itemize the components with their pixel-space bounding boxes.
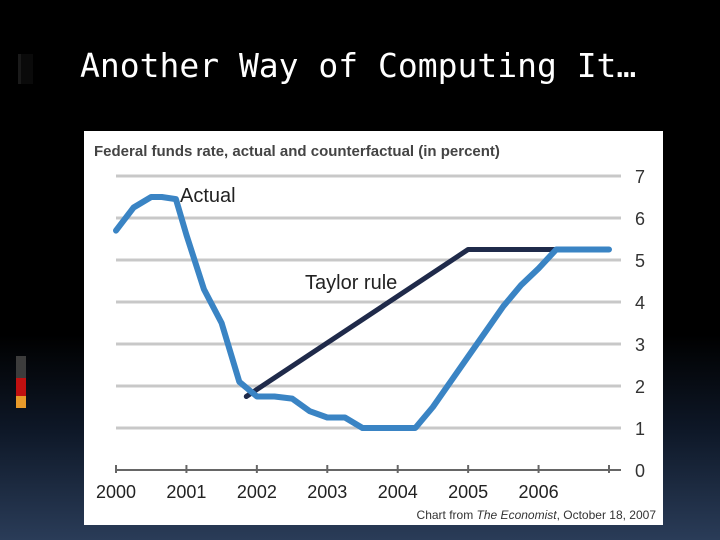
side-accent-bar-dark — [16, 356, 26, 378]
series-label-actual: Actual — [180, 185, 236, 207]
series-line-taylor-rule — [243, 247, 612, 399]
x-tick-label-2001: 2001 — [166, 482, 206, 502]
x-tick-label-2000: 2000 — [96, 482, 136, 502]
x-tick-label-2006: 2006 — [519, 482, 559, 502]
source-note: Chart from The Economist, October 18, 20… — [417, 508, 657, 522]
y-tick-label-6: 6 — [635, 209, 645, 229]
y-tick-label-7: 7 — [635, 167, 645, 187]
x-tick-label-2004: 2004 — [378, 482, 418, 502]
series-line-actual — [113, 194, 612, 431]
line-chart: Federal funds rate, actual and counterfa… — [94, 143, 657, 522]
series-label-taylor-rule: Taylor rule — [305, 272, 397, 294]
y-tick-label-2: 2 — [635, 377, 645, 397]
y-tick-label-3: 3 — [635, 335, 645, 355]
chart-title: Federal funds rate, actual and counterfa… — [94, 143, 500, 160]
y-tick-label-1: 1 — [635, 419, 645, 439]
y-tick-label-4: 4 — [635, 293, 645, 313]
x-tick-label-2003: 2003 — [307, 482, 347, 502]
y-tick-label-5: 5 — [635, 251, 645, 271]
side-accent-bar-red — [16, 378, 26, 396]
y-tick-label-0: 0 — [635, 461, 645, 481]
chart-panel: Federal funds rate, actual and counterfa… — [84, 131, 663, 525]
slide-title: Another Way of Computing It… — [80, 46, 637, 85]
x-tick-label-2005: 2005 — [448, 482, 488, 502]
title-accent-bar — [18, 54, 33, 84]
side-accent-bar-orange — [16, 396, 26, 408]
x-tick-label-2002: 2002 — [237, 482, 277, 502]
